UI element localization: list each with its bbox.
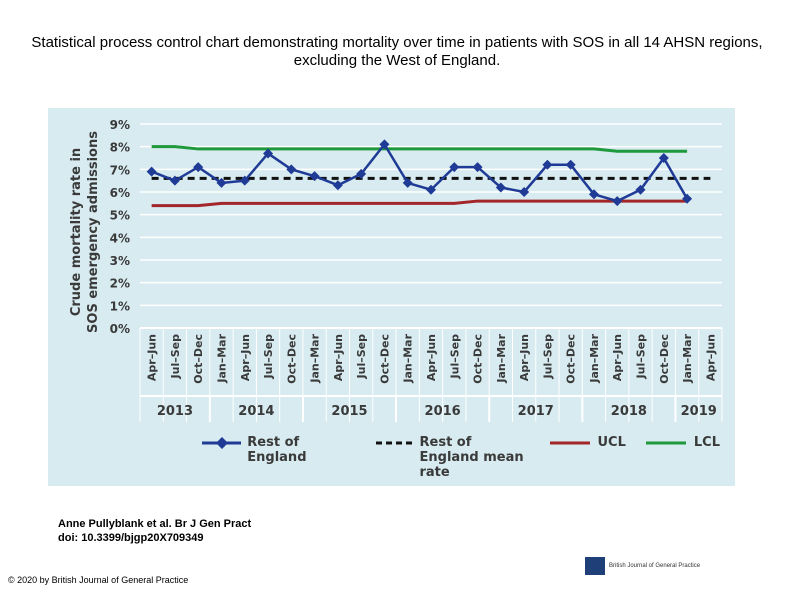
x-tick-label: Oct–Dec xyxy=(192,334,205,384)
data-point xyxy=(682,193,693,204)
y-axis-label: Crude mortality rate in xyxy=(69,148,84,316)
logo-mark xyxy=(585,557,605,575)
x-tick-label: Apr–Jun xyxy=(704,334,717,381)
legend-swatch xyxy=(202,437,242,449)
x-tick-label: Jan–Mar xyxy=(402,333,415,383)
x-tick-label: Apr–Jun xyxy=(611,334,624,381)
x-tick-label: Apr–Jun xyxy=(518,334,531,381)
legend: Rest of England Rest of England mean rate… xyxy=(200,435,720,480)
legend-swatch xyxy=(549,441,590,445)
y-tick-label: 5% xyxy=(110,209,130,223)
data-point xyxy=(449,162,460,173)
y-tick-label: 0% xyxy=(110,322,130,336)
y-axis-label: SOS emergency admissions xyxy=(86,131,101,333)
data-point xyxy=(379,139,390,150)
x-tick-label: Jan–Mar xyxy=(588,333,601,383)
data-point xyxy=(193,162,204,173)
data-point xyxy=(286,164,297,175)
year-label: 2014 xyxy=(238,404,274,419)
x-tick-label: Jul–Sep xyxy=(635,334,648,380)
data-point xyxy=(542,159,553,170)
chart-panel xyxy=(48,108,735,486)
x-tick-label: Jan–Mar xyxy=(495,333,508,383)
y-tick-label: 8% xyxy=(110,141,130,155)
year-label: 2016 xyxy=(425,404,461,419)
x-tick-label: Jul–Sep xyxy=(169,334,182,380)
y-tick-label: 2% xyxy=(110,277,130,291)
year-label: 2013 xyxy=(157,404,193,419)
x-tick-label: Oct–Dec xyxy=(285,334,298,384)
y-tick-label: 4% xyxy=(110,231,130,245)
data-point xyxy=(635,184,646,195)
legend-label: Rest of England xyxy=(247,435,307,465)
data-point xyxy=(332,180,343,191)
data-point xyxy=(216,177,227,188)
legend-item: UCL xyxy=(548,435,626,480)
data-point xyxy=(588,189,599,200)
data-point xyxy=(402,177,413,188)
year-label: 2019 xyxy=(681,404,717,419)
data-point xyxy=(239,175,250,186)
x-tick-label: Apr–Jun xyxy=(146,334,159,381)
legend-label: UCL xyxy=(597,435,626,450)
legend-swatch xyxy=(645,441,686,445)
x-tick-label: Jul–Sep xyxy=(448,334,461,380)
data-point xyxy=(495,182,506,193)
legend-swatch xyxy=(375,441,414,445)
x-tick-label: Jan–Mar xyxy=(681,333,694,383)
journal-logo: British Journal of General Practice xyxy=(585,557,719,575)
y-tick-label: 9% xyxy=(110,118,130,132)
year-label: 2018 xyxy=(611,404,647,419)
legend-item: LCL xyxy=(644,435,720,480)
year-label: 2015 xyxy=(331,404,367,419)
citation-line: doi: 10.3399/bjgp20X709349 xyxy=(58,532,204,544)
series-line xyxy=(151,145,688,153)
x-tick-label: Oct–Dec xyxy=(378,334,391,384)
x-tick-label: Jan–Mar xyxy=(309,333,322,383)
y-tick-label: 6% xyxy=(110,186,130,200)
x-tick-label: Oct–Dec xyxy=(472,334,485,384)
x-tick-label: Oct–Dec xyxy=(565,334,578,384)
legend-marker xyxy=(216,437,228,449)
data-point xyxy=(309,171,320,182)
x-tick-label: Jan–Mar xyxy=(215,333,228,383)
x-tick-label: Jul–Sep xyxy=(541,334,554,380)
data-point xyxy=(565,159,576,170)
x-tick-label: Oct–Dec xyxy=(658,334,671,384)
x-tick-label: Apr–Jun xyxy=(425,334,438,381)
data-point xyxy=(426,184,436,195)
copyright: © 2020 by British Journal of General Pra… xyxy=(8,575,189,585)
y-tick-label: 7% xyxy=(110,163,130,177)
series-line xyxy=(151,199,688,208)
data-point xyxy=(612,196,623,207)
logo-text: British Journal of General Practice xyxy=(609,563,701,569)
data-point xyxy=(519,187,530,197)
year-label: 2017 xyxy=(518,404,554,419)
y-tick-label: 1% xyxy=(110,299,130,313)
x-tick-label: Apr–Jun xyxy=(332,334,345,381)
data-point xyxy=(472,162,483,173)
x-tick-label: Apr–Jun xyxy=(239,334,252,381)
slide-title: Statistical process control chart demons… xyxy=(31,34,763,69)
data-point xyxy=(658,153,669,163)
data-point xyxy=(146,166,157,177)
legend-item: Rest of England mean rate xyxy=(374,435,530,480)
data-point xyxy=(356,168,367,179)
y-tick-label: 3% xyxy=(110,254,130,268)
data-point xyxy=(263,148,274,159)
citation-line: Anne Pullyblank et al. Br J Gen Pract xyxy=(58,518,252,530)
legend-label: LCL xyxy=(693,435,720,450)
legend-label: Rest of England mean rate xyxy=(419,435,524,480)
citation: Anne Pullyblank et al. Br J Gen Pract doi… xyxy=(58,517,251,545)
data-point xyxy=(169,175,180,186)
x-tick-label: Jul–Sep xyxy=(355,334,368,380)
x-tick-label: Jul–Sep xyxy=(262,334,275,380)
legend-item: Rest of England xyxy=(200,435,356,480)
